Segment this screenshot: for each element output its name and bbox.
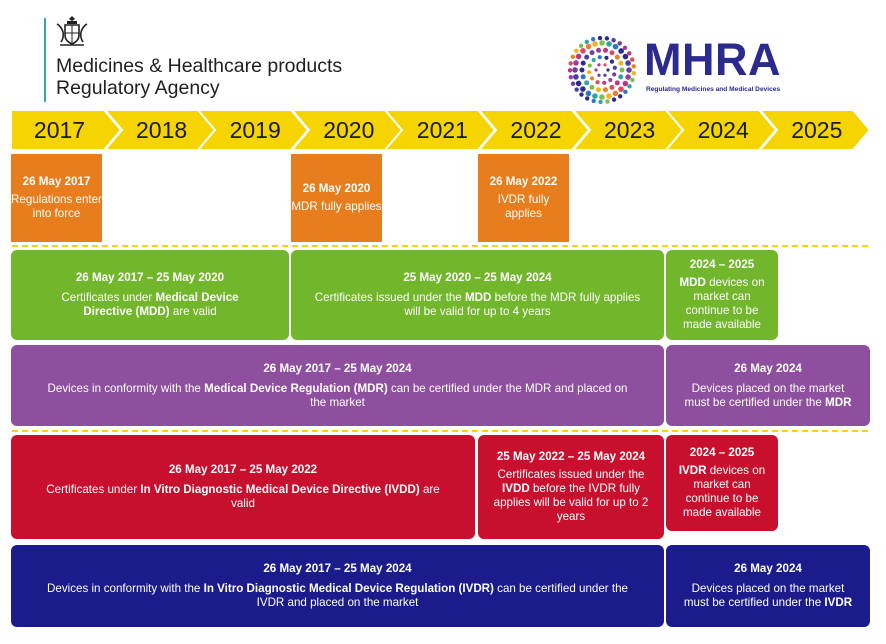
year-arrow-2018: 2018 [104, 110, 215, 150]
block-heading: 26 May 2017 – 25 May 2022 [168, 463, 318, 476]
block-text: Certificates under In Vitro Diagnostic M… [46, 483, 440, 510]
year-arrow-2025: 2025 [759, 110, 870, 150]
ivdd-extended-block: 25 May 2022 – 25 May 2024 Certificates i… [478, 435, 664, 539]
year-label: 2019 [229, 117, 281, 143]
block-text: Certificates under Medical Device Direct… [61, 291, 239, 318]
year-label: 2021 [416, 117, 468, 143]
block-text: Certificates issued under the MDD before… [314, 291, 641, 318]
block-heading: 2024 – 2025 [689, 258, 755, 271]
chevron-arrow-icon [104, 110, 215, 150]
mhra-dots-logo-icon [568, 36, 636, 104]
royal-crest-icon [56, 16, 88, 46]
milestone-date: 26 May 2017 [22, 175, 91, 188]
year-label: 2022 [510, 117, 562, 143]
block-heading: 26 May 2024 [734, 361, 802, 375]
year-label: 2023 [604, 117, 656, 143]
year-label: 2024 [697, 117, 749, 143]
chevron-arrow-icon [385, 110, 496, 150]
year-label: 2018 [136, 117, 188, 143]
milestone-2020: 26 May 2020 MDR fully applies [291, 154, 382, 242]
ivdr-certification-block: 26 May 2017 – 25 May 2024 Devices in con… [11, 545, 664, 627]
mhra-logo-word: MHRA [644, 34, 781, 85]
section-divider [12, 245, 868, 247]
block-heading: 2024 – 2025 [689, 446, 755, 459]
year-arrow-2020: 2020 [291, 110, 402, 150]
block-heading: 25 May 2022 – 25 May 2024 [496, 450, 646, 463]
milestone-date: 26 May 2020 [302, 182, 371, 195]
agency-name: Medicines & Healthcare products Regulato… [56, 55, 342, 99]
milestone-text: Regulations enter into force [11, 193, 102, 220]
year-arrow-2024: 2024 [666, 110, 777, 150]
block-heading: 25 May 2020 – 25 May 2024 [403, 271, 552, 284]
year-arrow-2022: 2022 [479, 110, 589, 150]
year-label: 2025 [791, 117, 843, 143]
mdd-certificates-block: 26 May 2017 – 25 May 2020 Certificates u… [11, 250, 289, 340]
block-heading: 26 May 2024 [734, 562, 802, 575]
chevron-arrow-icon [198, 110, 309, 150]
mdd-extended-block: 25 May 2020 – 25 May 2024 Certificates i… [291, 250, 664, 340]
section-divider [12, 430, 868, 432]
block-text: Devices placed on the market must be cer… [684, 381, 852, 409]
block-text: Certificates issued under the IVDD befor… [493, 468, 649, 523]
chevron-arrow-icon [759, 110, 870, 150]
year-label: 2017 [33, 117, 86, 143]
year-arrow-2017: 2017 [11, 110, 121, 150]
chevron-arrow-icon [666, 110, 777, 150]
milestone-text: MDR fully applies [291, 200, 382, 213]
block-heading: 26 May 2017 – 25 May 2020 [75, 271, 225, 284]
ivdd-certificates-block: 26 May 2017 – 25 May 2022 Certificates u… [11, 435, 475, 539]
chevron-arrow-icon [572, 110, 683, 150]
mdd-market-block: 2024 – 2025 MDD devices on market can co… [666, 250, 778, 340]
block-heading: 26 May 2017 – 25 May 2024 [263, 361, 412, 375]
year-label: 2020 [323, 117, 375, 143]
chevron-arrow-icon [291, 110, 402, 150]
block-text: IVDR devices on market can continue to b… [678, 464, 766, 519]
milestone-date: 26 May 2022 [489, 175, 558, 188]
block-text: Devices in conformity with the In Vitro … [47, 582, 628, 609]
milestone-2022: 26 May 2022 IVDR fully applies [478, 154, 569, 242]
block-text: Devices placed on the market must be cer… [683, 582, 853, 609]
block-heading: 26 May 2017 – 25 May 2024 [263, 562, 412, 575]
chevron-arrow-icon [11, 110, 121, 150]
ivdr-market-block: 2024 – 2025 IVDR devices on market can c… [666, 435, 778, 531]
mdr-deadline-block: 26 May 2024 Devices placed on the market… [666, 345, 870, 426]
block-text: MDD devices on market can continue to be… [679, 276, 765, 331]
year-arrow-2023: 2023 [572, 110, 683, 150]
year-arrow-2021: 2021 [385, 110, 496, 150]
chevron-arrow-icon [479, 110, 589, 150]
agency-name-line2: Regulatory Agency [56, 77, 220, 99]
block-text: Devices in conformity with the Medical D… [47, 381, 628, 409]
header-divider [44, 18, 46, 102]
mdr-certification-block: 26 May 2017 – 25 May 2024 Devices in con… [11, 345, 664, 426]
mhra-logo-tagline: Regulating Medicines and Medical Devices [646, 86, 781, 93]
agency-name-line1: Medicines & Healthcare products [56, 55, 343, 77]
ivdr-deadline-block: 26 May 2024 Devices placed on the market… [666, 545, 870, 627]
year-arrow-2019: 2019 [198, 110, 309, 150]
milestone-2017: 26 May 2017 Regulations enter into force [11, 154, 102, 242]
milestone-text: IVDR fully applies [497, 193, 550, 220]
